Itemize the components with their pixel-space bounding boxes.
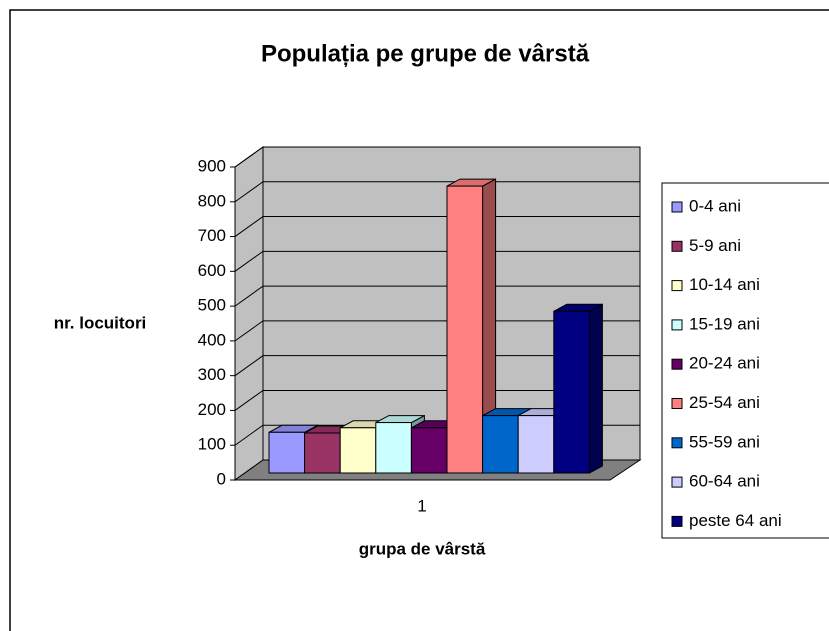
x-tick-label: 1	[417, 496, 426, 515]
x-axis-title: grupa de vârstă	[359, 539, 486, 558]
y-tick-label: 600	[198, 261, 226, 280]
legend-label: 0-4 ani	[689, 196, 741, 215]
grid-line	[234, 250, 640, 272]
grid-line	[234, 285, 640, 307]
legend-label: 5-9 ani	[689, 236, 741, 255]
bar	[517, 415, 555, 474]
side-wall	[234, 146, 264, 481]
legend-label: 25-54 ani	[689, 393, 760, 412]
bar	[375, 422, 412, 474]
y-tick-label: 300	[198, 365, 226, 384]
bar	[410, 427, 448, 474]
legend-swatch	[671, 437, 683, 449]
y-tick-label: 100	[198, 435, 226, 454]
y-tick-label: 900	[198, 156, 226, 175]
bar	[268, 431, 306, 474]
y-tick-label: 800	[198, 191, 226, 210]
y-tick-label: 0	[217, 469, 226, 488]
legend	[661, 182, 829, 539]
bar	[339, 427, 377, 474]
legend-swatch	[671, 201, 683, 213]
y-axis-title: nr. locuitori	[54, 313, 147, 332]
grid-line	[234, 320, 640, 342]
y-tick-label: 700	[198, 226, 226, 245]
legend-swatch	[671, 398, 683, 409]
legend-label: 15-19 ani	[689, 314, 760, 333]
grid-line	[234, 355, 640, 377]
legend-label: 55-59 ani	[689, 432, 760, 451]
legend-label: 60-64 ani	[689, 472, 760, 491]
legend-label: 20-24 ani	[689, 354, 760, 373]
chart-title: Populația pe grupe de vârstă	[261, 40, 590, 67]
legend-swatch	[671, 240, 683, 252]
legend-swatch	[671, 358, 683, 370]
bar	[553, 310, 590, 474]
legend-swatch	[671, 476, 683, 488]
grid-line	[234, 181, 640, 203]
grid-line	[234, 146, 640, 168]
grid-line	[234, 216, 640, 237]
y-tick-label: 200	[198, 400, 226, 419]
y-tick-label: 400	[198, 330, 226, 349]
legend-label: 10-14 ani	[689, 275, 760, 294]
legend-swatch	[671, 319, 683, 331]
bar	[482, 415, 519, 474]
bar-side	[588, 303, 603, 474]
bar	[446, 185, 484, 474]
y-tick-label: 500	[198, 296, 226, 315]
legend-label: peste 64 ani	[689, 511, 782, 530]
legend-swatch	[671, 280, 683, 292]
grid-line	[234, 389, 640, 411]
bar	[304, 432, 341, 474]
legend-swatch	[671, 515, 683, 527]
